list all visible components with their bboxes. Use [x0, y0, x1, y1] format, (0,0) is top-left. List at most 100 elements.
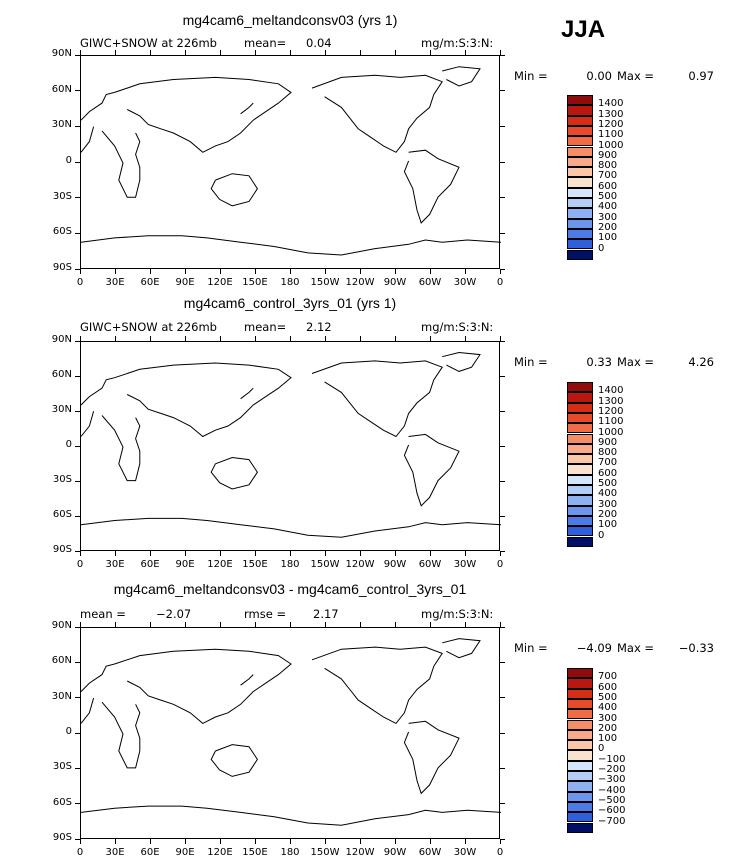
colorbar-label: 500	[598, 191, 618, 202]
lat-label: 30S	[52, 190, 72, 202]
lat-label: 0	[65, 726, 72, 737]
lat-tick-right	[500, 515, 505, 517]
lon-label: 180	[280, 277, 300, 288]
colorbar-box	[567, 167, 593, 178]
colorbar-label: 1000	[598, 426, 624, 438]
colorbar-box	[567, 454, 593, 465]
lon-tick-top	[114, 622, 116, 627]
lon-label: 60W	[418, 847, 442, 858]
lat-label: 60N	[51, 83, 72, 95]
lat-tick	[75, 268, 80, 270]
lon-label: 30W	[453, 277, 477, 288]
lon-label: 120E	[207, 559, 233, 570]
lon-label: 90W	[383, 277, 407, 288]
lon-label: 150E	[242, 559, 268, 570]
lat-tick	[75, 838, 80, 840]
lat-tick-right	[500, 197, 505, 199]
lat-tick	[75, 232, 80, 234]
coastline-path	[80, 805, 502, 826]
lat-tick-right	[500, 732, 505, 734]
colorbar-label: 1300	[598, 108, 624, 120]
colorbar-label: 700	[598, 170, 618, 182]
lon-label: 150W	[310, 559, 340, 570]
colorbar-box	[567, 125, 593, 137]
lon-label: 180	[280, 847, 300, 858]
coastline-path	[101, 415, 141, 482]
lat-tick-right	[500, 697, 505, 699]
lon-tick-top	[219, 50, 221, 55]
colorbar-box	[567, 249, 593, 260]
lon-tick	[114, 551, 116, 556]
lon-tick-top	[499, 622, 501, 627]
lon-tick	[254, 551, 256, 556]
min-value: −4.09	[576, 641, 612, 655]
coastline-path	[311, 74, 443, 153]
mean-label: mean =	[80, 607, 126, 621]
max-value: 0.97	[688, 69, 714, 83]
lon-label: 30E	[105, 559, 125, 570]
colorbar-box	[567, 105, 593, 116]
lat-tick	[75, 340, 80, 342]
colorbar-label: 700	[598, 457, 618, 469]
mean-label: mean=	[244, 36, 287, 50]
colorbar-box	[567, 464, 593, 475]
panel-title: mg4cam6_control_3yrs_01 (yrs 1)	[183, 295, 397, 311]
lon-tick	[79, 839, 81, 844]
max-label: Max =	[617, 641, 655, 655]
lat-tick	[75, 161, 80, 163]
lon-tick-top	[359, 50, 361, 55]
coastline-path	[442, 638, 481, 659]
coastline-path	[80, 126, 95, 153]
lon-tick-top	[429, 336, 431, 341]
min-value: 0.33	[586, 355, 612, 369]
colorbar-box	[567, 402, 593, 413]
lon-tick	[464, 839, 466, 844]
lat-tick-right	[500, 90, 505, 92]
colorbar-box	[567, 95, 593, 106]
lon-tick-top	[149, 336, 151, 341]
coastline-path	[403, 720, 460, 795]
lat-tick-right	[500, 626, 505, 628]
colorbar-label: 400	[598, 488, 618, 500]
colorbar-label: 0	[598, 242, 605, 254]
max-label: Max =	[617, 69, 655, 83]
lat-tick	[75, 515, 80, 517]
colorbar-label: 1100	[598, 416, 624, 428]
variable-label: GIWC+SNOW at 226mb	[80, 320, 217, 334]
lon-label: 180	[280, 559, 300, 570]
lat-tick-right	[500, 550, 505, 552]
lon-tick-top	[359, 622, 361, 627]
lat-tick-right	[500, 445, 505, 447]
lon-tick	[394, 269, 396, 274]
colorbar-box	[567, 136, 593, 147]
colorbar-box	[567, 177, 593, 188]
colorbar-box	[567, 443, 593, 455]
min-label: Min =	[514, 69, 548, 83]
lat-label: 60N	[51, 369, 72, 380]
lon-label: 60E	[140, 559, 160, 570]
colorbar-label: 900	[598, 149, 618, 161]
coastline-path	[442, 351, 481, 372]
lat-tick-right	[500, 375, 505, 377]
lon-tick-top	[79, 50, 81, 55]
lat-tick-right	[500, 125, 505, 127]
colorbar-label: 1400	[598, 385, 624, 397]
colorbar-box	[567, 146, 593, 157]
lon-tick-top	[184, 622, 186, 627]
colorbar-label: 1300	[598, 395, 624, 407]
colorbar-box	[567, 781, 593, 792]
coastline-path	[101, 130, 141, 198]
colorbar-label: 1200	[598, 405, 624, 417]
lon-tick-top	[464, 336, 466, 341]
min-value: 0.00	[586, 69, 612, 83]
coastline-path	[240, 674, 254, 686]
lon-tick-top	[149, 50, 151, 55]
lat-tick-right	[500, 340, 505, 342]
lat-tick	[75, 697, 80, 699]
lon-tick-top	[394, 50, 396, 55]
lat-tick	[75, 626, 80, 628]
colorbar-box	[567, 771, 593, 782]
lon-label: 0	[76, 559, 84, 570]
lon-tick-top	[254, 622, 256, 627]
colorbar-label: 300	[598, 211, 618, 223]
